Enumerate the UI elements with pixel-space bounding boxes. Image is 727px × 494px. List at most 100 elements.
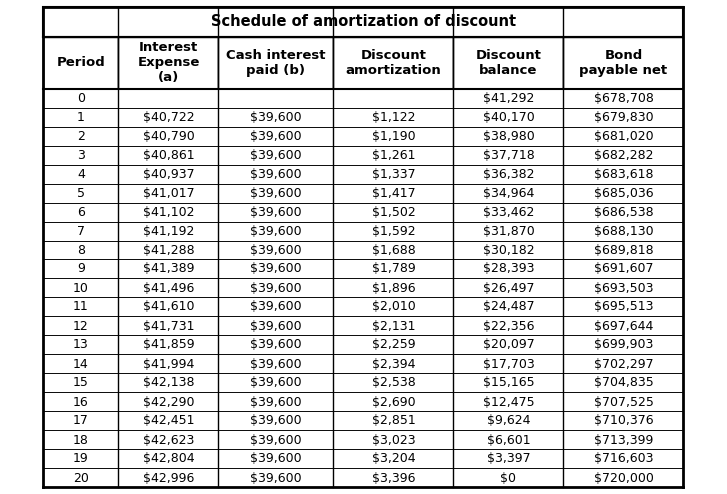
Text: $41,610: $41,610 [142,300,194,314]
Text: Discount
amortization: Discount amortization [345,48,441,77]
Bar [119,317,219,335]
Text: $0: $0 [500,471,516,485]
Bar [563,108,683,126]
Text: $42,138: $42,138 [142,376,194,389]
Text: $42,996: $42,996 [142,471,194,485]
Bar [44,183,119,203]
Text: 1: 1 [77,111,85,124]
Bar [563,355,683,373]
Text: $41,994: $41,994 [142,358,194,370]
Bar [119,241,219,259]
Bar [119,88,219,108]
Text: $41,731: $41,731 [142,320,194,332]
Bar [454,259,563,279]
Bar [454,335,563,355]
Bar [454,355,563,373]
Bar [563,203,683,221]
Text: $682,282: $682,282 [594,149,654,162]
Bar [563,317,683,335]
Bar [454,88,563,108]
Text: $3,397: $3,397 [486,453,530,465]
Text: $41,192: $41,192 [142,224,194,238]
Text: $39,600: $39,600 [250,300,302,314]
Bar [119,450,219,468]
Text: $2,394: $2,394 [371,358,415,370]
Text: $6,601: $6,601 [486,434,530,447]
Text: $41,017: $41,017 [142,187,194,200]
Text: $689,818: $689,818 [594,244,654,256]
Text: $704,835: $704,835 [594,376,654,389]
Text: Discount
balance: Discount balance [475,48,542,77]
Bar [44,373,119,393]
Text: $39,600: $39,600 [250,320,302,332]
Text: $1,190: $1,190 [371,129,415,142]
Bar [454,241,563,259]
Text: $2,851: $2,851 [371,414,415,427]
Bar [119,279,219,297]
Bar [44,165,119,183]
Bar [119,335,219,355]
Bar [334,355,454,373]
Bar [119,393,219,412]
Bar [44,146,119,165]
Text: $702,297: $702,297 [594,358,654,370]
Bar [44,468,119,488]
Text: $679,830: $679,830 [594,111,654,124]
Bar [563,221,683,241]
Bar [44,317,119,335]
Text: $9,624: $9,624 [487,414,530,427]
Text: $37,718: $37,718 [483,149,534,162]
Text: $1,896: $1,896 [371,282,415,294]
Text: $42,451: $42,451 [142,414,194,427]
Bar [219,108,334,126]
Bar [219,241,334,259]
Text: $28,393: $28,393 [483,262,534,276]
Text: $40,861: $40,861 [142,149,194,162]
Bar [563,146,683,165]
Bar [454,146,563,165]
Bar [44,297,119,317]
Bar [563,37,683,88]
Text: $41,102: $41,102 [142,206,194,218]
Text: $683,618: $683,618 [594,167,654,180]
Bar [119,468,219,488]
Bar [219,297,334,317]
Bar [44,393,119,412]
Bar [44,241,119,259]
Bar [334,430,454,450]
Bar [334,241,454,259]
Text: 19: 19 [73,453,89,465]
Text: Bond
payable net: Bond payable net [579,48,667,77]
Bar [219,317,334,335]
Text: $12,475: $12,475 [483,396,534,409]
Bar [119,126,219,146]
Text: Cash interest
paid (b): Cash interest paid (b) [226,48,326,77]
Bar [454,468,563,488]
Text: $685,036: $685,036 [594,187,654,200]
Text: 3: 3 [77,149,85,162]
Text: Period: Period [57,56,105,69]
Bar [454,203,563,221]
Bar [563,183,683,203]
Bar [563,335,683,355]
Text: $716,603: $716,603 [594,453,654,465]
Text: $17,703: $17,703 [483,358,534,370]
Text: $41,292: $41,292 [483,91,534,105]
Bar [334,221,454,241]
Bar [44,221,119,241]
Text: $1,502: $1,502 [371,206,415,218]
Bar [334,335,454,355]
Text: 8: 8 [77,244,85,256]
Bar [334,450,454,468]
Bar [334,183,454,203]
Text: $31,870: $31,870 [483,224,534,238]
Bar [334,373,454,393]
Bar [219,88,334,108]
Bar [563,259,683,279]
Text: $15,165: $15,165 [483,376,534,389]
Bar [44,6,683,37]
Text: $40,170: $40,170 [483,111,534,124]
Text: $41,496: $41,496 [142,282,194,294]
Bar [334,393,454,412]
Bar [454,126,563,146]
